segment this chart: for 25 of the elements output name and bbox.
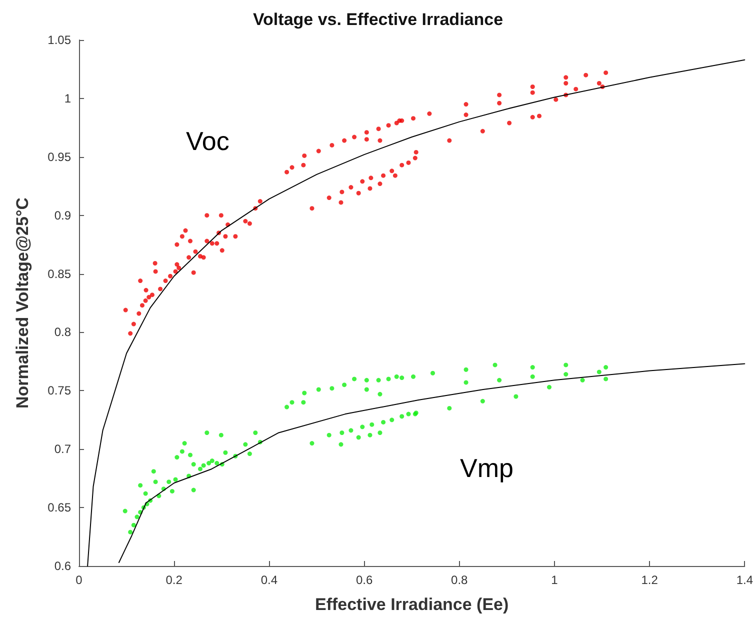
y-axis-title: Normalized Voltage@25°C xyxy=(13,197,32,409)
y-tick-label: 0.85 xyxy=(48,266,72,281)
x-tick-label: 0.8 xyxy=(451,573,468,587)
x-tick-label: 0 xyxy=(76,573,83,587)
x-tick-label: 1.4 xyxy=(736,573,754,587)
x-axis-title: Effective Irradiance (Ee) xyxy=(314,595,509,614)
line-series xyxy=(118,363,746,563)
y-tick-label: 1.05 xyxy=(48,33,72,47)
y-tick-label: 0.8 xyxy=(54,325,72,340)
x-tick-label: 1.2 xyxy=(641,573,658,587)
y-tick-label: 0.65 xyxy=(48,500,72,515)
x-tick-label: 0.4 xyxy=(260,573,278,587)
y-tick-label: 1 xyxy=(64,91,72,106)
y-tick-label: 0.7 xyxy=(54,442,72,456)
x-tick-label: 0.6 xyxy=(356,573,373,587)
y-tick-label: 0.6 xyxy=(54,559,72,573)
x-tick-label: 0.2 xyxy=(166,573,183,587)
y-tick-label: 0.75 xyxy=(48,384,72,398)
line-series xyxy=(87,59,746,566)
y-tick-label: 0.95 xyxy=(48,150,72,164)
text: Voc xyxy=(186,126,230,156)
y-tick-label: 0.9 xyxy=(54,208,72,222)
chart-title: Voltage vs. Effective Irradiance xyxy=(252,10,504,29)
series-label: Vmp xyxy=(460,453,514,483)
x-tick-label: 1 xyxy=(551,573,558,587)
